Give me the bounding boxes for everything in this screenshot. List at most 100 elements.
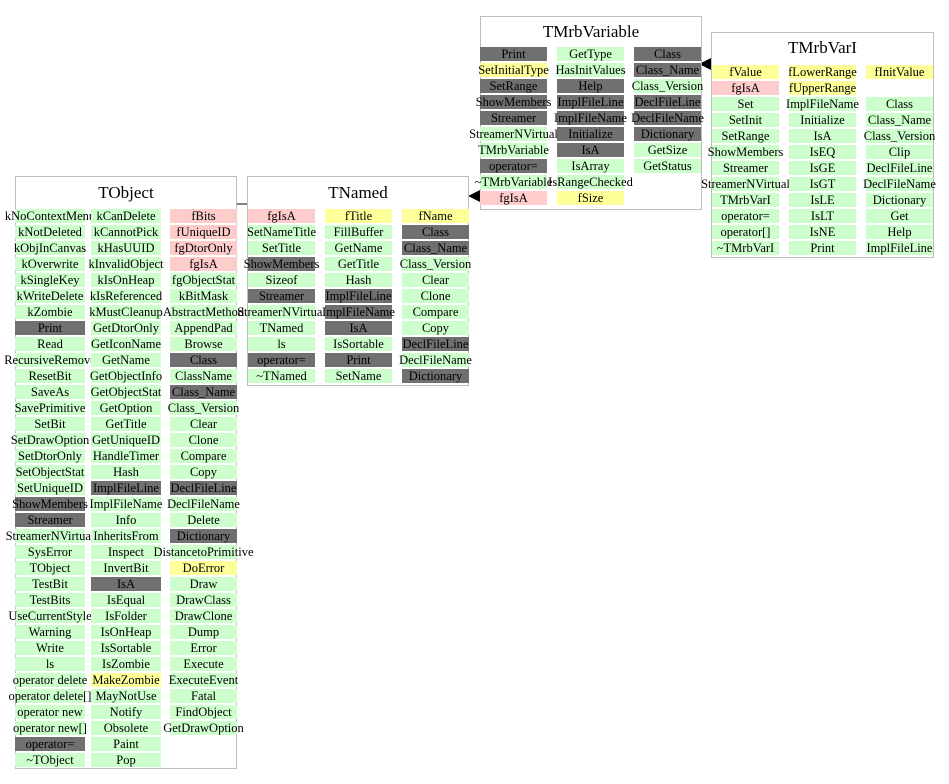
member-cell: ImplFileLine — [866, 241, 933, 255]
member-cell: Print — [325, 353, 392, 367]
member-name: Print — [37, 321, 63, 335]
member-name: ~TNamed — [256, 369, 307, 383]
member-name: GetSize — [647, 143, 688, 157]
member-name: Dictionary — [872, 193, 927, 207]
member-cell: Warning — [15, 625, 85, 639]
member-cell: Write — [15, 641, 85, 655]
tnamed-column-3: fName Class Class_Name Class_Version Clear Cl… — [399, 209, 472, 385]
member-name: DrawClone — [174, 609, 233, 623]
member-cell: Dictionary — [866, 193, 933, 207]
member-name: GetObjectInfo — [89, 369, 163, 383]
member-name: operator= — [489, 159, 538, 173]
member-cell: SetName — [325, 369, 392, 383]
tobject-column-1: kNoContextMenu kNotDeleted kObjInCanvas kOv… — [4, 209, 96, 769]
member-cell: fInitValue — [866, 65, 933, 79]
member-name: TMrbVarI — [720, 193, 771, 207]
member-cell: Dictionary — [402, 369, 469, 383]
member-cell: fgIsA — [480, 191, 547, 205]
member-name: IsZombie — [102, 657, 150, 671]
member-name: fTitle — [344, 209, 373, 223]
member-name: GetOption — [99, 401, 153, 415]
member-name: Class_Name — [171, 385, 236, 399]
member-cell: operator= — [480, 159, 547, 173]
member-name: Streamer — [490, 111, 537, 125]
member-name: Paint — [113, 737, 139, 751]
member-cell: IsGT — [789, 177, 856, 191]
member-name: Set — [737, 97, 754, 111]
member-name: fBits — [191, 209, 216, 223]
member-cell: Print — [480, 47, 547, 61]
member-name: IsEqual — [106, 593, 146, 607]
member-cell: Class — [402, 225, 469, 239]
member-cell: Class_Name — [170, 385, 237, 399]
member-cell: operator[] — [712, 225, 779, 239]
member-cell: kIsOnHeap — [91, 273, 161, 287]
member-name: Clear — [421, 273, 450, 287]
member-name: IsGE — [809, 161, 836, 175]
member-cell: IsFolder — [91, 609, 161, 623]
member-cell: DrawClone — [170, 609, 237, 623]
member-name: kNotDeleted — [18, 225, 82, 239]
member-name: Pop — [116, 753, 136, 767]
member-cell: ImplFileName — [322, 305, 395, 319]
member-name: Dictionary — [176, 529, 231, 543]
member-name: fName — [418, 209, 453, 223]
member-name: operator= — [257, 353, 306, 367]
member-cell: Execute — [170, 657, 237, 671]
member-cell: UseCurrentStyle — [8, 609, 92, 623]
member-name: fgObjectStat — [171, 273, 236, 287]
class-title: TMrbVarI — [788, 38, 857, 57]
member-name: SetTitle — [261, 241, 302, 255]
member-name: kIsReferenced — [89, 289, 163, 303]
member-cell: GetTitle — [91, 417, 161, 431]
member-name: Class_Version — [167, 401, 240, 415]
class-title: TMrbVariable — [542, 22, 640, 41]
member-cell: kObjInCanvas — [14, 241, 86, 255]
member-name: IsNE — [809, 225, 836, 239]
member-name: DeclFileName — [863, 177, 936, 191]
member-cell: DrawClass — [170, 593, 237, 607]
member-name: SetName — [335, 369, 382, 383]
member-cell: operator delete[] — [9, 689, 91, 703]
member-cell: Clone — [402, 289, 469, 303]
member-cell: DeclFileLine — [170, 481, 237, 495]
member-cell: ExecuteEvent — [169, 673, 238, 687]
member-name: SetInitialType — [478, 63, 549, 77]
member-name: SetRange — [489, 79, 538, 93]
member-cell: DistancetoPrimitive — [154, 545, 254, 559]
member-name: Print — [346, 353, 371, 367]
class-title: TNamed — [328, 183, 388, 202]
member-cell: Compare — [170, 449, 237, 463]
member-cell: Paint — [91, 737, 161, 751]
member-name: operator[] — [720, 225, 771, 239]
member-name: ~TMrbVariable — [474, 175, 553, 189]
member-cell: Copy — [170, 465, 237, 479]
member-cell: StreamerNVirtual — [6, 529, 94, 543]
tmrbvari-column-3: fInitValue Class Class_Name Class_Version Cl… — [863, 65, 936, 257]
member-cell: Class_Version — [864, 129, 935, 143]
member-cell: Clear — [170, 417, 237, 431]
member-name: kZombie — [27, 305, 73, 319]
member-cell: kMustCleanup — [89, 305, 163, 319]
member-cell: kOverwrite — [15, 257, 85, 271]
member-cell: IsA — [91, 577, 161, 591]
member-name: Info — [115, 513, 137, 527]
member-cell: Info — [91, 513, 161, 527]
member-name: IsA — [581, 143, 600, 157]
member-cell: DeclFileName — [863, 177, 936, 191]
member-cell: SetUniqueID — [15, 481, 85, 495]
member-cell: IsLE — [789, 193, 856, 207]
member-cell: IsNE — [789, 225, 856, 239]
member-name: Write — [36, 641, 64, 655]
member-name: GetObjectStat — [90, 385, 162, 399]
member-name: Streamer — [258, 289, 305, 303]
member-cell: Class_Name — [402, 241, 469, 255]
member-name: IsGT — [809, 177, 836, 191]
member-cell: IsEqual — [91, 593, 161, 607]
member-cell: DoError — [170, 561, 237, 575]
member-cell: SysError — [15, 545, 85, 559]
member-cell: kIsReferenced — [89, 289, 163, 303]
member-name: GetTitle — [337, 257, 380, 271]
member-name: IsA — [116, 577, 136, 591]
member-cell: DeclFileName — [167, 497, 240, 511]
